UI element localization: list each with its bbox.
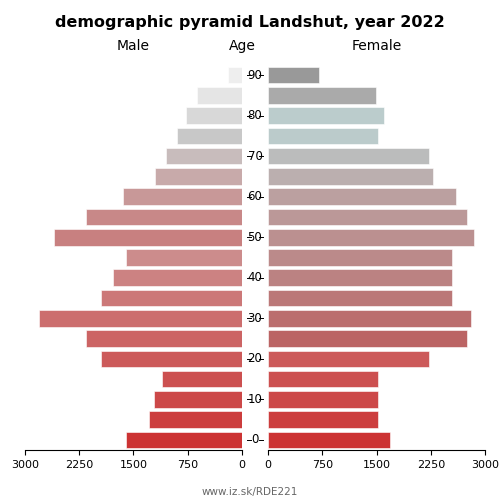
Text: 90: 90: [248, 68, 262, 82]
Bar: [177, 128, 242, 144]
Bar: [150, 412, 242, 428]
Bar: [268, 168, 433, 185]
Bar: [126, 432, 242, 448]
Bar: [166, 148, 242, 164]
Bar: [101, 350, 242, 367]
Bar: [268, 391, 378, 407]
Bar: [268, 330, 467, 347]
Bar: [268, 229, 474, 246]
Bar: [40, 310, 242, 326]
Bar: [186, 108, 242, 124]
Bar: [268, 371, 378, 388]
Bar: [268, 249, 452, 266]
Text: 80: 80: [248, 109, 262, 122]
Bar: [268, 108, 384, 124]
Bar: [268, 270, 452, 286]
Text: 0: 0: [252, 434, 258, 446]
Text: 60: 60: [248, 190, 262, 203]
Bar: [162, 371, 242, 388]
Bar: [86, 330, 242, 347]
Text: www.iz.sk/RDE221: www.iz.sk/RDE221: [202, 487, 298, 497]
Bar: [86, 208, 242, 226]
Bar: [268, 350, 430, 367]
Bar: [228, 67, 242, 84]
Text: demographic pyramid Landshut, year 2022: demographic pyramid Landshut, year 2022: [55, 15, 445, 30]
Text: 20: 20: [248, 352, 262, 366]
Bar: [268, 188, 456, 205]
Bar: [268, 208, 467, 226]
Bar: [268, 67, 318, 84]
Text: 40: 40: [248, 272, 262, 284]
Bar: [268, 432, 390, 448]
Bar: [154, 391, 242, 407]
Text: Age: Age: [228, 40, 256, 54]
Text: 10: 10: [248, 393, 262, 406]
Bar: [155, 168, 242, 185]
Bar: [126, 249, 242, 266]
Bar: [101, 290, 242, 306]
Bar: [122, 188, 242, 205]
Bar: [113, 270, 242, 286]
Bar: [197, 87, 242, 104]
Text: 30: 30: [248, 312, 262, 325]
Text: 50: 50: [248, 230, 262, 243]
Bar: [268, 310, 470, 326]
Bar: [268, 148, 430, 164]
Bar: [268, 412, 378, 428]
Text: 70: 70: [248, 150, 262, 162]
Bar: [268, 87, 376, 104]
Text: Female: Female: [352, 40, 402, 54]
Bar: [268, 290, 452, 306]
Bar: [268, 128, 378, 144]
Text: Male: Male: [117, 40, 150, 54]
Bar: [54, 229, 242, 246]
